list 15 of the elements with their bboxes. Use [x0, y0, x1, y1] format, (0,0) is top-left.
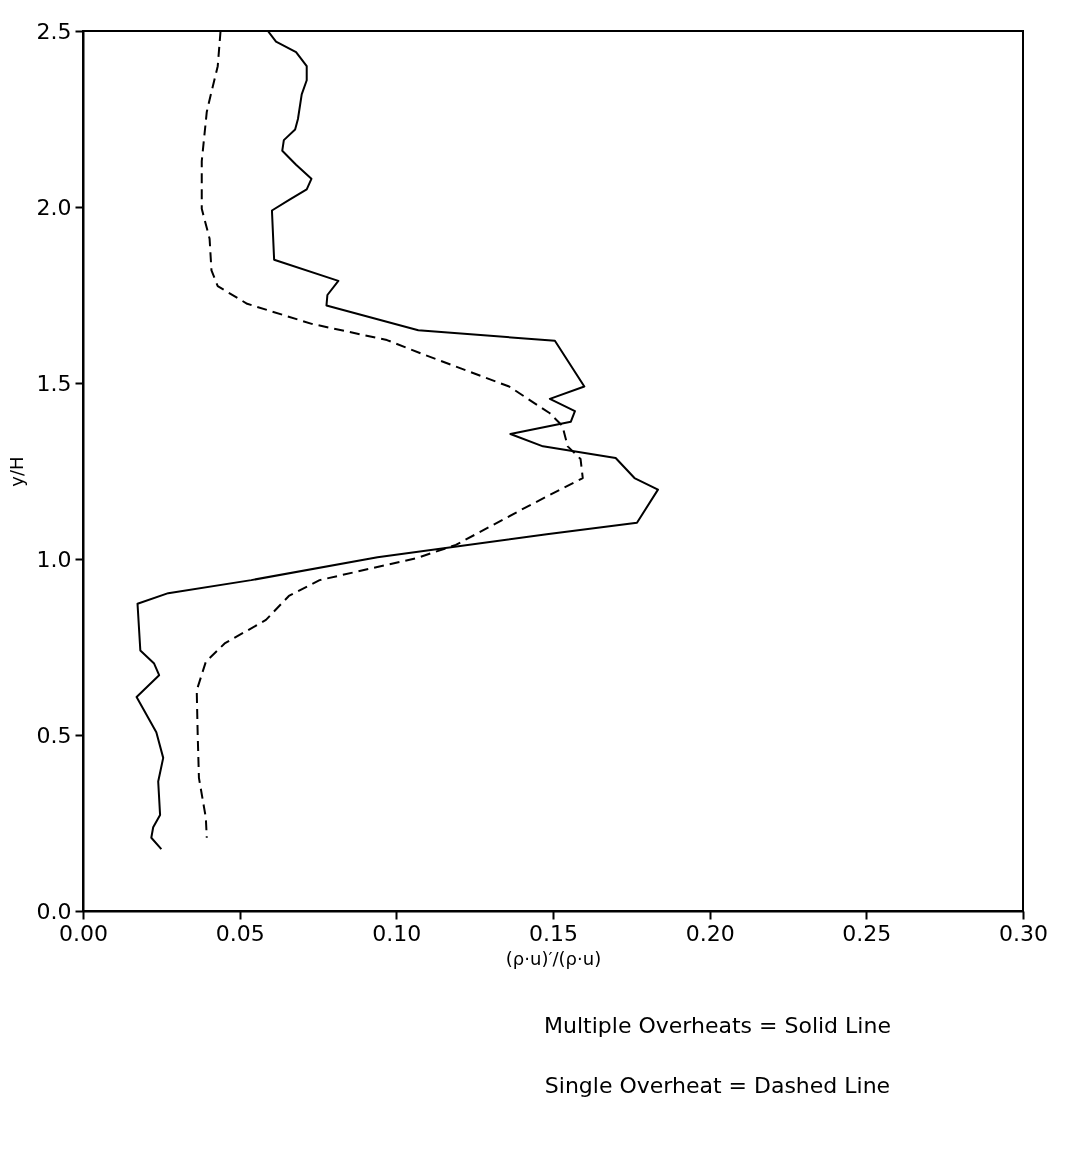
x-tick-label: 0.25	[842, 920, 892, 946]
y-axis-title: y/H	[5, 456, 27, 487]
y-tick-label: 1.5	[36, 370, 72, 396]
y-tick-label: 0.5	[36, 722, 72, 748]
x-tick-label: 0.20	[685, 920, 735, 946]
text: Multiple Overheats = Solid Line	[544, 1013, 891, 1038]
y-tick-label: 2.5	[36, 18, 72, 44]
x-tick-label: 0.30	[999, 920, 1048, 946]
y-tick-label: 2.0	[36, 194, 72, 220]
text: Single Overheat = Dashed Line	[544, 1073, 891, 1098]
x-axis-title: (ρ·u)′/(ρ·u)	[505, 947, 602, 969]
x-tick-label: 0.15	[529, 920, 578, 946]
x-tick-label: 0.05	[215, 920, 265, 946]
x-tick-label: 0.10	[372, 920, 422, 946]
y-tick-label: 1.0	[36, 546, 72, 572]
